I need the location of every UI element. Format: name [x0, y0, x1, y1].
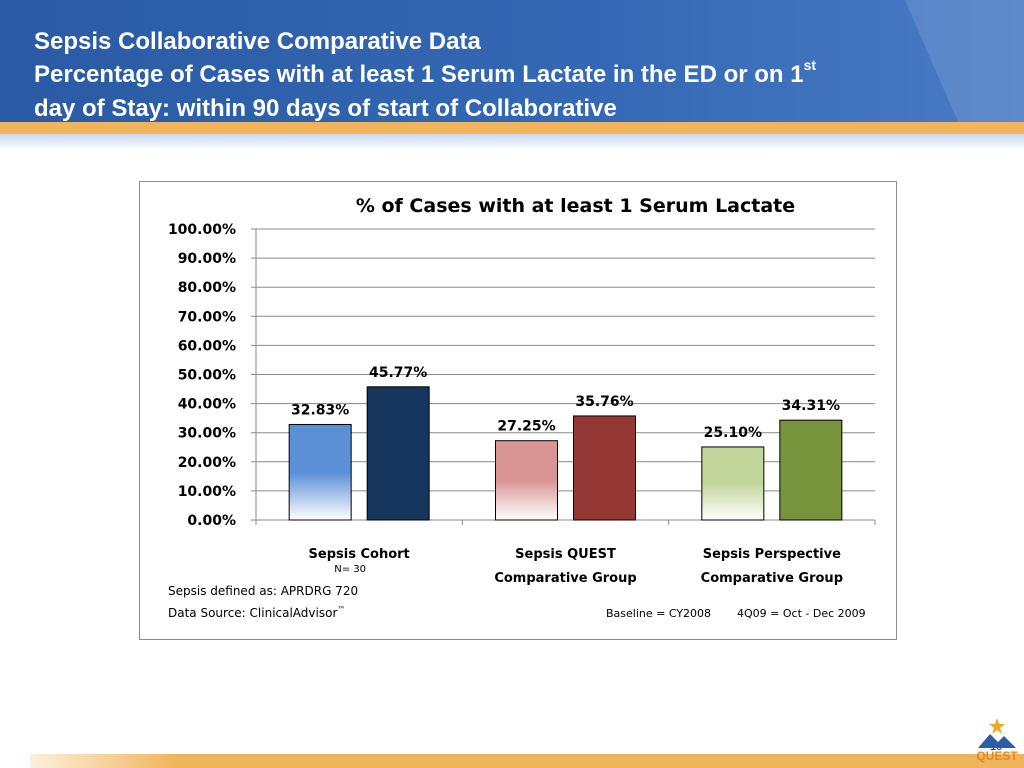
bar	[288, 423, 352, 521]
y-tick-label: 50.00%	[178, 368, 236, 384]
y-tick-label: 60.00%	[178, 338, 236, 354]
header-accent-stripe	[0, 122, 1024, 134]
data-label: 45.77%	[369, 365, 427, 381]
bar	[779, 419, 843, 521]
bar	[366, 386, 430, 521]
y-tick-label: 0.00%	[187, 513, 236, 529]
baseline-note: Baseline = CY2008	[606, 607, 712, 620]
y-tick-label: 40.00%	[178, 397, 236, 413]
data-source-text: Data Source: ClinicalAdvisor	[168, 606, 338, 620]
data-label: 27.25%	[497, 419, 555, 435]
y-tick-label: 80.00%	[178, 280, 236, 296]
chart-frame: % of Cases with at least 1 Serum Lactate…	[139, 181, 897, 640]
category-label: Sepsis QUEST	[515, 547, 616, 562]
sepsis-definition-note: Sepsis defined as: APRDRG 720	[168, 584, 359, 598]
quest-logo: QUEST	[976, 718, 1018, 763]
chart-title: % of Cases with at least 1 Serum Lactate	[356, 195, 795, 217]
bar	[573, 415, 636, 521]
trademark-symbol: ™	[337, 605, 346, 614]
data-label: 35.76%	[575, 394, 633, 410]
category-label-line2: Comparative Group	[701, 571, 843, 586]
bar-chart: % of Cases with at least 1 Serum Lactate…	[168, 195, 876, 586]
period-note: 4Q09 = Oct - Dec 2009	[737, 607, 866, 620]
slide-title-line-2: Percentage of Cases with at least 1 Seru…	[34, 57, 817, 89]
bar	[701, 446, 765, 521]
y-tick-label: 70.00%	[178, 309, 236, 325]
header-banner	[0, 0, 1024, 150]
data-label: 32.83%	[291, 402, 349, 418]
y-tick-label: 90.00%	[178, 251, 236, 267]
category-label-line2: Comparative Group	[494, 571, 636, 586]
data-label: 34.31%	[782, 398, 840, 414]
category-label: Sepsis Cohort	[309, 547, 410, 562]
slide-title-line-2-text: Percentage of Cases with at least 1 Seru…	[34, 61, 804, 88]
y-tick-label: 100.00%	[168, 222, 236, 238]
slide-title-superscript: st	[803, 57, 817, 73]
data-source-note: Data Source: ClinicalAdvisor™	[168, 605, 345, 620]
y-tick-label: 30.00%	[178, 426, 236, 442]
star-icon	[989, 718, 1005, 734]
y-tick-label: 10.00%	[178, 484, 236, 500]
footer-accent-bar	[30, 754, 1024, 768]
y-tick-label: 20.00%	[178, 455, 236, 471]
bar	[495, 440, 558, 521]
category-label: Sepsis Perspective	[703, 547, 841, 562]
slide-title-line-3: day of Stay: within 90 days of start of …	[34, 95, 617, 122]
quest-logo-text: QUEST	[976, 749, 1018, 763]
category-sample-size: N= 30	[334, 564, 366, 575]
data-label: 25.10%	[704, 425, 762, 441]
slide-title-line-1: Sepsis Collaborative Comparative Data	[34, 28, 481, 55]
